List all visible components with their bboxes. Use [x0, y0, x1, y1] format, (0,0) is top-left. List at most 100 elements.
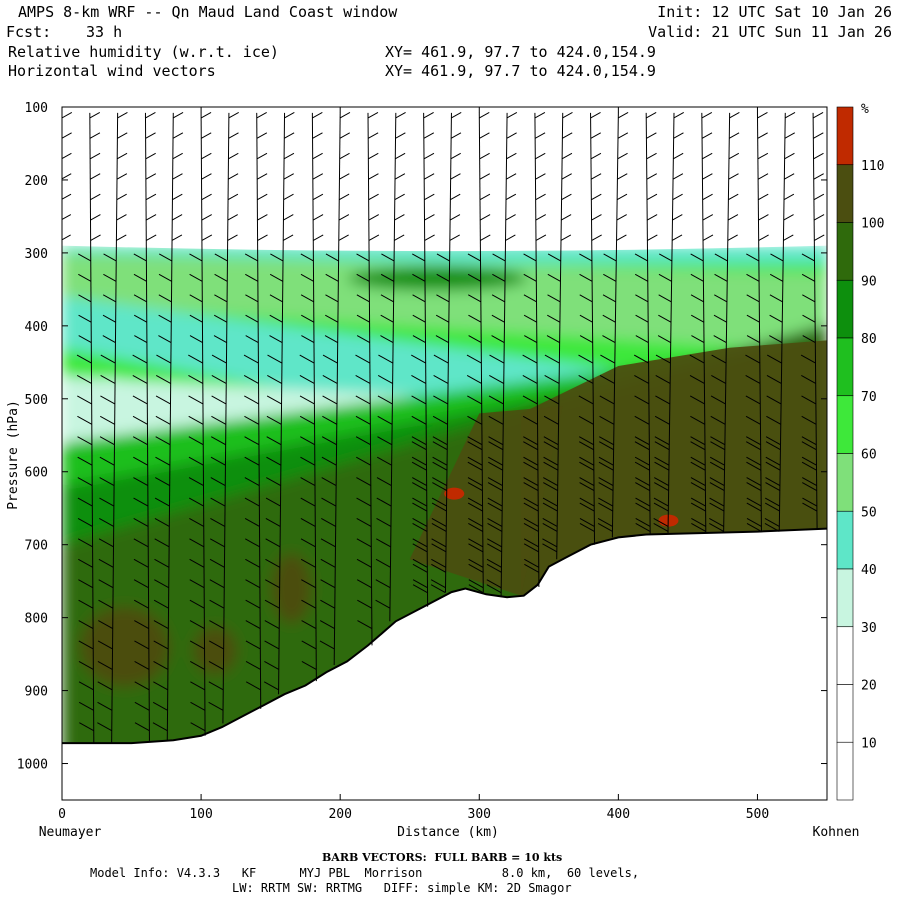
wind-barb-flag	[655, 375, 671, 384]
wind-barb-flag	[432, 415, 448, 425]
wind-barb-flag	[338, 214, 350, 221]
colorbar-segment	[836, 164, 854, 223]
x-tick-label: 200	[328, 807, 351, 822]
wind-barb-flag	[646, 173, 658, 180]
wind-barb-flag	[190, 722, 206, 732]
wind-barb-flag	[380, 314, 394, 323]
wind-barb-flag	[714, 253, 728, 262]
wind-barb-flag	[213, 314, 228, 323]
wind-barb-flag	[153, 660, 169, 670]
wind-barb-flag	[243, 354, 259, 364]
wind-barb-flag	[765, 482, 781, 492]
wind-barb-flag	[758, 214, 769, 221]
wind-barb-flag	[562, 112, 573, 119]
wind-barb-flag	[598, 502, 614, 512]
wind-barb-flag	[412, 538, 428, 548]
wind-barb-flag	[320, 579, 336, 589]
wind-barb-flag	[188, 354, 203, 364]
wind-barb-flag	[690, 415, 706, 425]
wind-barb-flag	[376, 497, 392, 507]
wind-barb-flag	[710, 395, 726, 405]
wind-barb-flag	[77, 518, 93, 527]
wind-barb-flag	[380, 335, 394, 344]
wind-barb-flag	[245, 660, 261, 670]
wind-barb-flag	[300, 518, 316, 527]
wind-barb-flag	[578, 395, 594, 405]
wind-barb-flag	[394, 173, 406, 180]
wind-barb-flag	[267, 375, 282, 384]
wind-barb-flag	[269, 273, 284, 282]
wind-barb-flag	[431, 538, 447, 548]
wind-barb-flag	[42, 661, 56, 669]
wind-barb-flag	[449, 214, 461, 221]
wind-barb-flag	[802, 497, 818, 507]
wind-barb-flag	[244, 436, 260, 446]
wind-barb-flag	[579, 497, 595, 507]
wind-barb-flag	[758, 234, 769, 241]
wind-barb-flag	[264, 620, 280, 630]
wind-barb-flag	[412, 579, 428, 589]
wind-barb-flag	[77, 253, 92, 262]
wind-barb-flag	[746, 518, 762, 527]
wind-barb-flag	[116, 193, 127, 201]
wind-barb-flag	[635, 523, 651, 532]
wind-barb-flag	[450, 173, 461, 180]
wind-barb-flag	[812, 112, 824, 119]
wind-barb-flag	[244, 477, 260, 487]
wind-barb-flag	[547, 314, 561, 323]
wind-barb-layer	[42, 112, 825, 744]
y-tick-label: 400	[25, 320, 48, 335]
wind-barb-flag	[431, 543, 447, 553]
wind-barb-flag	[300, 253, 314, 262]
wind-barb-flag	[78, 558, 93, 568]
wind-barb-flag	[579, 502, 595, 512]
wind-barb-flag	[467, 441, 483, 451]
wind-barb-flag	[561, 193, 572, 201]
wind-barb-flag	[486, 579, 502, 589]
wind-barb-flag	[133, 579, 149, 589]
wind-barb-flag	[100, 415, 115, 425]
wind-barb-flag	[467, 477, 483, 487]
wind-barb-flag	[89, 132, 101, 139]
wind-barb-flag	[172, 112, 184, 119]
wind-barb-flag	[813, 132, 824, 139]
wind-barb-flag	[380, 294, 394, 303]
wind-barb-flag	[436, 273, 450, 282]
colorbar-segment	[836, 568, 854, 628]
wind-barb-flag	[709, 518, 724, 527]
wind-barb-flag	[634, 415, 650, 425]
wind-barb-flag	[487, 523, 503, 532]
wind-barb-flag	[710, 415, 726, 425]
colorbar-label: 40	[861, 563, 877, 578]
wind-barb-flag	[691, 523, 706, 532]
wind-barb-flag	[312, 193, 324, 201]
wind-barb-flag	[635, 294, 649, 303]
wind-barb-flag	[673, 132, 684, 139]
wind-barb-flag	[599, 441, 614, 451]
wind-barb-flag	[245, 538, 260, 548]
wind-barb-flag	[62, 112, 73, 119]
wind-barb-flag	[671, 234, 683, 241]
wind-barb-flag	[256, 173, 268, 180]
wind-barb-flag	[412, 477, 427, 487]
wind-barb-flag	[44, 437, 58, 445]
wind-barb-flag	[764, 502, 780, 512]
wind-barb-flag	[523, 314, 537, 323]
wind-barb-flag	[590, 132, 601, 139]
wind-barb-flag	[599, 415, 615, 425]
wind-barb-flag	[654, 482, 669, 492]
wind-barb-flag	[423, 112, 434, 119]
colorbar-segment	[836, 222, 854, 281]
wind-barb-flag	[322, 395, 338, 405]
forecast-label: Fcst:	[6, 23, 52, 41]
wind-barb-flag	[190, 701, 206, 711]
wind-barb-flag	[523, 518, 539, 527]
wind-barb-flag	[468, 518, 483, 527]
wind-barb-flag	[578, 436, 594, 446]
wind-barb-flag	[134, 620, 149, 630]
wind-barb-flag	[431, 502, 447, 512]
wind-barb-flag	[339, 152, 350, 160]
wind-barb-flag	[658, 273, 672, 282]
wind-barb-flag	[356, 579, 372, 589]
